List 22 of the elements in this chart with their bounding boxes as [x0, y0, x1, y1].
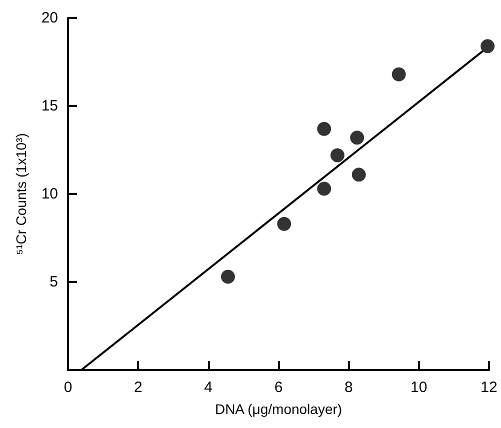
- point: [220, 270, 235, 284]
- point: [480, 39, 495, 54]
- y-tick-label: 15: [41, 98, 58, 114]
- x-tick-label: 12: [480, 379, 498, 396]
- point: [317, 182, 332, 196]
- x-tick-label: 10: [410, 379, 428, 396]
- y-tick-label: 20: [41, 10, 58, 26]
- point: [330, 148, 344, 162]
- x-tick-label: 6: [274, 379, 283, 396]
- y-tick-label: 5: [50, 274, 58, 290]
- x-tick-label: 4: [204, 379, 213, 396]
- point: [352, 168, 366, 182]
- y-tick-label: 10: [41, 186, 58, 202]
- point: [392, 67, 406, 82]
- x-tick-label: 8: [344, 379, 353, 396]
- x-axis-title: DNA (μg/monolayer): [214, 401, 342, 417]
- point: [350, 130, 364, 145]
- point: [277, 216, 292, 231]
- y-axis-title: ⁵¹Cr Counts (1x10³): [13, 133, 29, 255]
- x-tick-label: 0: [64, 379, 72, 396]
- point: [317, 122, 332, 136]
- x-tick-label: 2: [134, 379, 142, 396]
